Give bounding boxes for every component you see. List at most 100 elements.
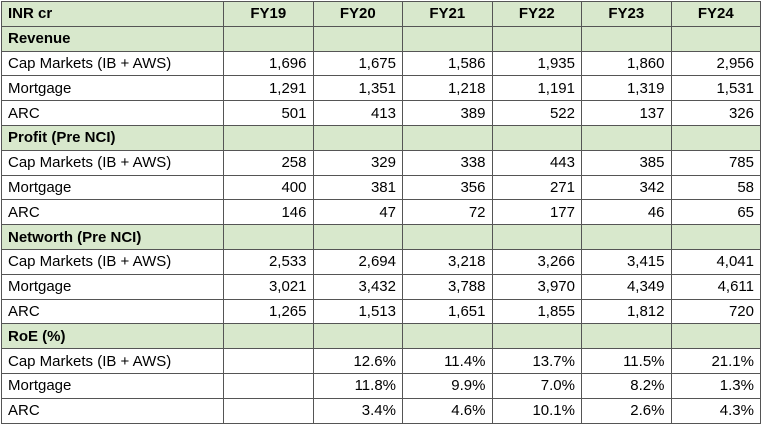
value-cell: 413 (312, 100, 403, 126)
value-cell: 385 (581, 149, 672, 176)
header-year: FY20 (312, 1, 403, 27)
table-row: ARC 1,265 1,513 1,651 1,855 1,812 720 (1, 298, 761, 325)
value-cell: 2,956 (670, 50, 761, 77)
value-cell: 1.3% (670, 372, 761, 399)
header-corner: INR cr (1, 1, 224, 27)
value-cell: 785 (670, 149, 761, 176)
section-empty-cell (312, 124, 403, 151)
row-label: ARC (1, 397, 224, 424)
value-cell: 3,218 (402, 248, 493, 275)
table-body: INR cr FY19 FY20 FY21 FY22 FY23 FY24 Rev… (1, 1, 761, 424)
value-cell: 1,191 (491, 75, 582, 102)
value-cell: 356 (402, 174, 493, 201)
table-row: ARC 501 413 389 522 137 326 (1, 100, 761, 126)
financial-table: INR cr FY19 FY20 FY21 FY22 FY23 FY24 Rev… (1, 1, 761, 424)
section-header-row: Networth (Pre NCI) (1, 224, 761, 250)
table-row: Cap Markets (IB + AWS) 2,533 2,694 3,218 3,2… (1, 248, 761, 275)
value-cell: 271 (491, 174, 582, 201)
value-cell: 501 (223, 100, 314, 126)
section-empty-cell (312, 224, 403, 250)
value-cell: 4.3% (670, 397, 761, 424)
section-empty-cell (223, 25, 314, 52)
section-title: RoE (%) (1, 323, 224, 350)
section-empty-cell (223, 323, 314, 350)
value-cell (223, 397, 314, 424)
section-empty-cell (312, 323, 403, 350)
section-empty-cell (491, 124, 582, 151)
value-cell: 1,812 (581, 298, 672, 325)
section-empty-cell (491, 224, 582, 250)
value-cell: 720 (670, 298, 761, 325)
value-cell: 11.8% (312, 372, 403, 399)
value-cell: 3,266 (491, 248, 582, 275)
value-cell (223, 372, 314, 399)
header-year: FY22 (491, 1, 582, 27)
section-empty-cell (670, 323, 761, 350)
value-cell: 1,531 (670, 75, 761, 102)
value-cell: 177 (491, 199, 582, 226)
header-year: FY24 (670, 1, 761, 27)
section-empty-cell (581, 224, 672, 250)
value-cell: 1,351 (312, 75, 403, 102)
value-cell: 4,041 (670, 248, 761, 275)
value-cell: 1,319 (581, 75, 672, 102)
section-empty-cell (670, 25, 761, 52)
value-cell: 11.5% (581, 348, 672, 374)
value-cell: 1,860 (581, 50, 672, 77)
value-cell: 137 (581, 100, 672, 126)
row-label: Mortgage (1, 75, 224, 102)
value-cell: 522 (491, 100, 582, 126)
value-cell: 58 (670, 174, 761, 201)
section-title: Networth (Pre NCI) (1, 224, 224, 250)
section-empty-cell (670, 124, 761, 151)
section-empty-cell (491, 25, 582, 52)
row-label: Mortgage (1, 273, 224, 300)
table-row: Mortgage 11.8% 9.9% 7.0% 8.2% 1.3% (1, 372, 761, 399)
value-cell: 13.7% (491, 348, 582, 374)
value-cell: 1,218 (402, 75, 493, 102)
section-empty-cell (581, 124, 672, 151)
header-year: FY21 (402, 1, 493, 27)
header-row: INR cr FY19 FY20 FY21 FY22 FY23 FY24 (1, 1, 761, 27)
row-label: Mortgage (1, 174, 224, 201)
value-cell: 326 (670, 100, 761, 126)
section-empty-cell (223, 124, 314, 151)
section-header-row: Profit (Pre NCI) (1, 124, 761, 151)
section-empty-cell (670, 224, 761, 250)
value-cell: 4,611 (670, 273, 761, 300)
value-cell: 389 (402, 100, 493, 126)
value-cell: 146 (223, 199, 314, 226)
row-label: Cap Markets (IB + AWS) (1, 149, 224, 176)
table-row: Cap Markets (IB + AWS) 258 329 338 443 385 785 (1, 149, 761, 176)
value-cell: 2.6% (581, 397, 672, 424)
section-title: Profit (Pre NCI) (1, 124, 224, 151)
value-cell: 3,415 (581, 248, 672, 275)
value-cell: 46 (581, 199, 672, 226)
value-cell: 2,533 (223, 248, 314, 275)
value-cell: 1,651 (402, 298, 493, 325)
row-label: Cap Markets (IB + AWS) (1, 348, 224, 374)
value-cell: 1,855 (491, 298, 582, 325)
table-row: Mortgage 400 381 356 271 342 58 (1, 174, 761, 201)
value-cell: 1,291 (223, 75, 314, 102)
section-empty-cell (223, 224, 314, 250)
value-cell: 342 (581, 174, 672, 201)
value-cell: 47 (312, 199, 403, 226)
section-empty-cell (581, 323, 672, 350)
value-cell: 1,265 (223, 298, 314, 325)
value-cell: 400 (223, 174, 314, 201)
value-cell: 8.2% (581, 372, 672, 399)
row-label: ARC (1, 100, 224, 126)
value-cell: 65 (670, 199, 761, 226)
table-row: Cap Markets (IB + AWS) 1,696 1,675 1,586 1,9… (1, 50, 761, 77)
value-cell: 3.4% (312, 397, 403, 424)
value-cell: 329 (312, 149, 403, 176)
value-cell: 2,694 (312, 248, 403, 275)
value-cell: 3,021 (223, 273, 314, 300)
value-cell: 4.6% (402, 397, 493, 424)
value-cell: 9.9% (402, 372, 493, 399)
value-cell: 3,970 (491, 273, 582, 300)
section-empty-cell (312, 25, 403, 52)
value-cell: 338 (402, 149, 493, 176)
value-cell: 11.4% (402, 348, 493, 374)
